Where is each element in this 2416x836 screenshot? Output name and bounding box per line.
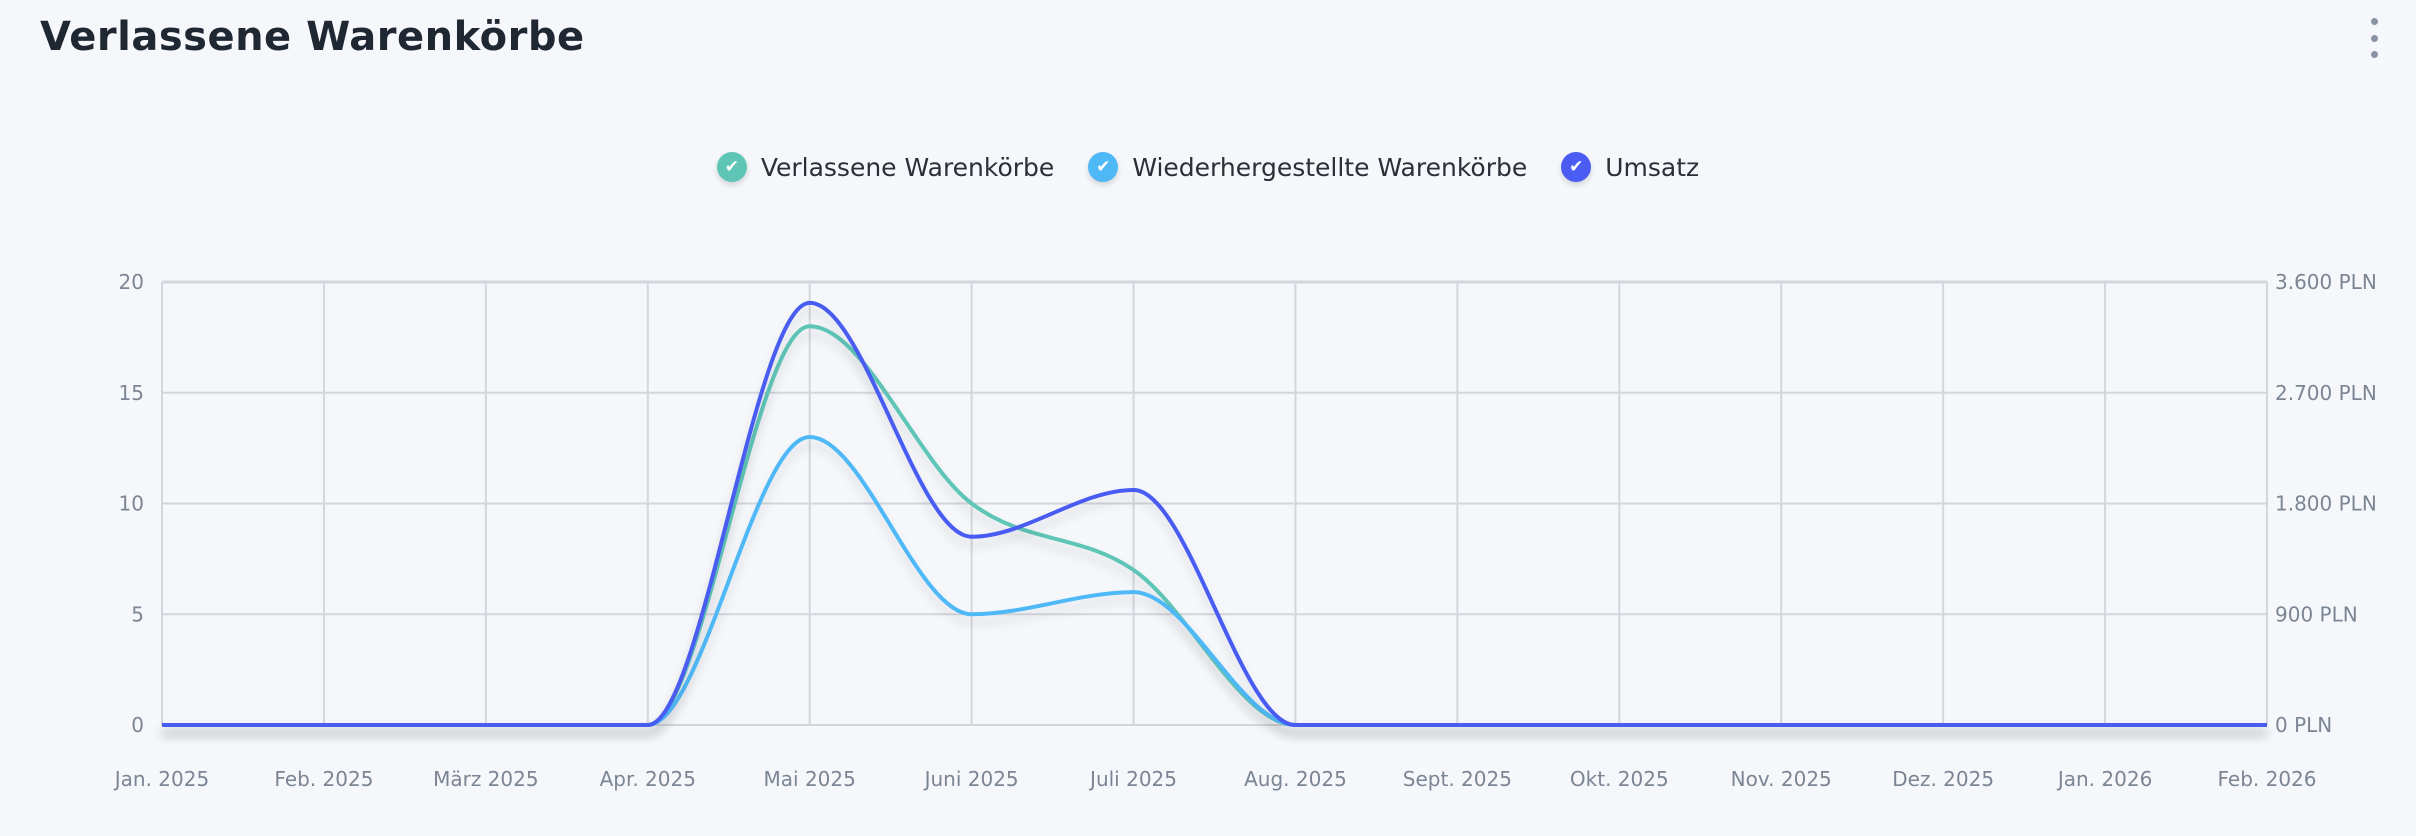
- check-icon: ✔: [716, 152, 747, 182]
- y-right-tick-label: 2.700 PLN: [2275, 381, 2377, 405]
- x-tick-label: Jan. 2026: [2056, 767, 2152, 791]
- y-left-tick-label: 15: [119, 381, 144, 405]
- y-right-tick-label: 1.800 PLN: [2275, 492, 2377, 516]
- x-tick-label: Nov. 2025: [1731, 767, 1832, 791]
- x-tick-label: März 2025: [433, 767, 539, 791]
- series-line-verlassene-warenkörbe: [161, 324, 2267, 728]
- chart-legend: ✔ Verlassene Warenkörbe ✔ Wiederhergeste…: [0, 152, 2416, 182]
- x-tick-label: Feb. 2026: [2217, 767, 2316, 791]
- legend-label: Umsatz: [1605, 152, 1700, 182]
- x-tick-label: Apr. 2025: [600, 767, 696, 791]
- kebab-menu-icon[interactable]: [2368, 18, 2380, 58]
- x-tick-label: Dez. 2025: [1892, 767, 1994, 791]
- y-left-tick-label: 0: [131, 713, 144, 737]
- legend-item-verlassene[interactable]: ✔ Verlassene Warenkörbe: [716, 152, 1055, 182]
- series-line-umsatz: [161, 300, 2267, 728]
- x-tick-label: Sept. 2025: [1403, 767, 1512, 791]
- y-left-tick-label: 10: [119, 492, 144, 516]
- legend-item-wiederhergestellte[interactable]: ✔ Wiederhergestellte Warenkörbe: [1088, 152, 1527, 182]
- x-tick-label: Juni 2025: [923, 767, 1019, 791]
- x-tick-label: Feb. 2025: [274, 767, 373, 791]
- legend-label: Verlassene Warenkörbe: [760, 152, 1055, 182]
- legend-label: Wiederhergestellte Warenkörbe: [1132, 152, 1528, 182]
- check-icon: ✔: [1088, 152, 1119, 182]
- series-line-wiederhergestellte-warenkörbe: [161, 435, 2267, 728]
- y-right-tick-label: 3.600 PLN: [2275, 270, 2377, 294]
- x-tick-label: Okt. 2025: [1570, 767, 1669, 791]
- legend-item-umsatz[interactable]: ✔ Umsatz: [1561, 152, 1699, 182]
- y-right-tick-label: 900 PLN: [2275, 602, 2358, 626]
- y-left-tick-label: 20: [119, 270, 144, 294]
- x-tick-label: Aug. 2025: [1244, 767, 1347, 791]
- x-tick-label: Jan. 2025: [113, 767, 209, 791]
- page-title: Verlassene Warenkörbe: [40, 14, 585, 60]
- y-right-tick-label: 0 PLN: [2275, 713, 2332, 737]
- x-tick-label: Mai 2025: [764, 767, 856, 791]
- x-tick-label: Juli 2025: [1088, 767, 1177, 791]
- check-icon: ✔: [1561, 152, 1592, 182]
- y-left-tick-label: 5: [131, 602, 144, 626]
